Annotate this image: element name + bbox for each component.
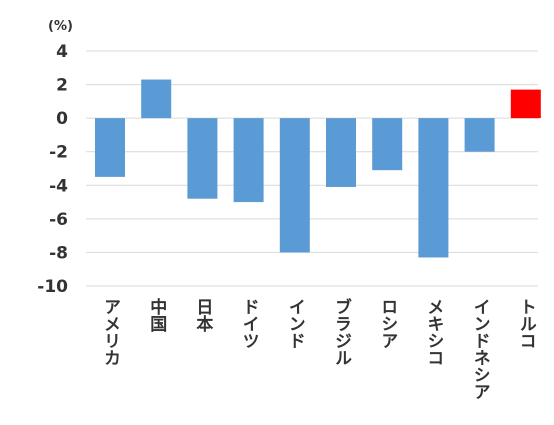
bar (233, 118, 264, 203)
y-tick-label: -6 (49, 210, 68, 230)
y-tick-label: 4 (56, 42, 68, 62)
bar (141, 79, 172, 119)
y-tick-label: -10 (37, 277, 68, 297)
y-tick-label: 0 (56, 109, 68, 129)
category-labels: アメリカ 中国 日本 ドイツ インド ブラジル ロシア メキシコ インドネシア トルコ (100, 297, 536, 400)
bar (187, 118, 218, 199)
bar (326, 118, 356, 187)
y-tick-label: -8 (49, 243, 68, 263)
y-tick-label: -2 (49, 143, 68, 163)
y-unit-label: (%) (48, 19, 73, 34)
y-axis-ticks: 4 2 0 -2 -4 -6 -8 -10 (37, 42, 68, 297)
category-label: トルコ (516, 298, 537, 349)
bar (464, 118, 495, 152)
category-label: ロシア (377, 298, 397, 349)
bar (372, 118, 403, 171)
bars (95, 79, 541, 258)
bar (279, 118, 310, 253)
category-label: インド (285, 298, 305, 349)
category-label: メキシコ (423, 298, 443, 366)
y-tick-label: 2 (56, 76, 68, 96)
y-tick-label: -4 (49, 176, 68, 196)
category-label: アメリカ (100, 298, 120, 366)
category-label: 中国 (146, 297, 166, 333)
bar (510, 89, 541, 119)
category-label: 日本 (192, 298, 213, 333)
bar (95, 118, 125, 177)
category-label: インドネシア (470, 298, 490, 400)
category-label: ブラジル (331, 297, 352, 366)
bar (418, 118, 449, 258)
category-label: ドイツ (239, 298, 259, 349)
